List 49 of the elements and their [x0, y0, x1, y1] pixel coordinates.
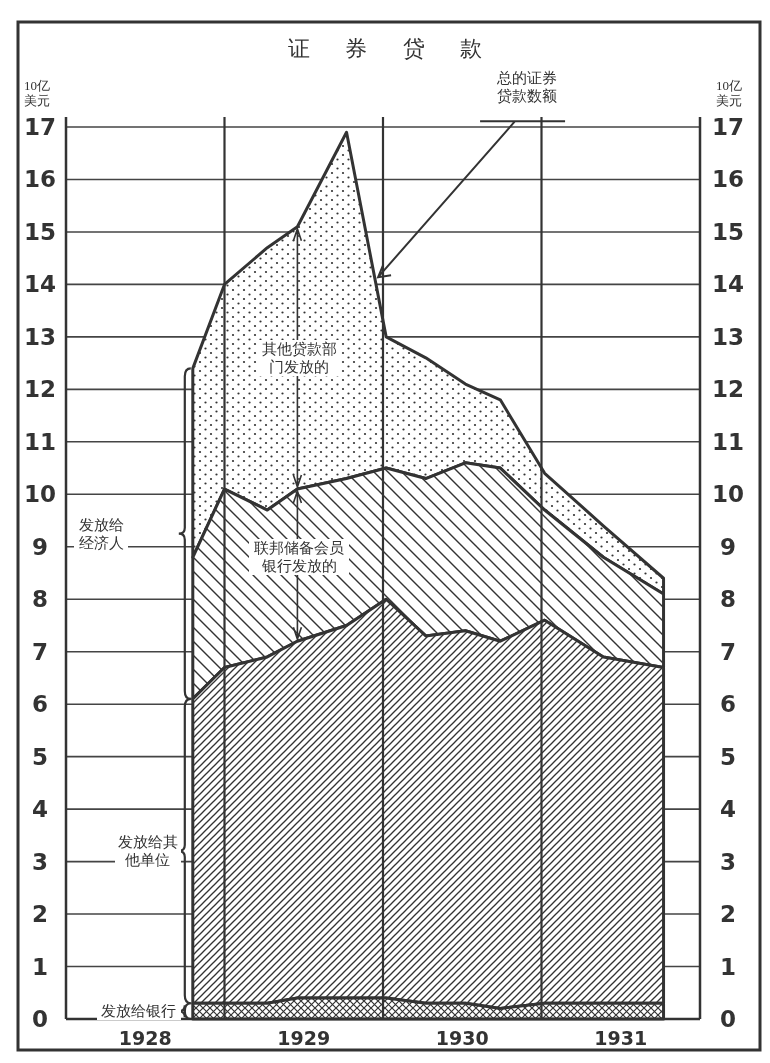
y2-tick-label: 8	[719, 586, 737, 613]
y-tick-label: 9	[31, 533, 49, 560]
y-tick-label: 12	[23, 376, 57, 403]
y2-tick-label: 10	[711, 481, 745, 508]
x-tick-label: 1928	[118, 1027, 172, 1049]
y2-tick-label: 12	[711, 376, 745, 403]
y2-tick-label: 13	[711, 323, 745, 350]
y-tick-label: 2	[31, 901, 49, 928]
y2-tick-label: 11	[711, 428, 745, 455]
y-axis-title: 10亿美元	[23, 78, 51, 108]
y2-tick-label: 17	[711, 114, 745, 140]
y-tick-label: 11	[23, 428, 57, 455]
y2-tick-label: 15	[711, 218, 745, 245]
y2-tick-label: 0	[719, 1006, 737, 1032]
x-tick-label: 1931	[594, 1027, 648, 1049]
y-tick-label: 6	[31, 691, 49, 718]
annotation: 总的证券贷款数额	[490, 69, 565, 106]
annotation: 发放给经济人	[74, 515, 128, 552]
chart-title: 证券贷款	[287, 35, 518, 63]
x-tick-label: 1930	[435, 1027, 489, 1049]
series-label: 其他贷款部门发放的	[257, 339, 342, 376]
y2-tick-label: 5	[719, 743, 737, 770]
y-tick-label: 14	[23, 271, 57, 298]
y2-tick-label: 3	[719, 848, 737, 875]
y2-tick-label: 2	[719, 901, 737, 928]
series-label: 发放给其他单位	[114, 833, 181, 870]
y2-tick-label: 14	[711, 271, 745, 298]
y-tick-label: 3	[31, 848, 49, 875]
y-tick-label: 10	[23, 481, 57, 508]
y-tick-label: 15	[23, 218, 57, 245]
y2-tick-label: 4	[719, 796, 737, 823]
y2-tick-label: 9	[719, 533, 737, 560]
y2-tick-label: 6	[719, 691, 737, 718]
y-tick-label: 5	[31, 743, 49, 770]
y2-tick-label: 16	[711, 166, 745, 193]
y-tick-label: 13	[23, 323, 57, 350]
y2-tick-label: 7	[719, 638, 737, 665]
y-tick-label: 7	[31, 638, 49, 665]
series-label: 发放给银行	[96, 1002, 181, 1021]
series-label: 联邦储备会员银行发放的	[249, 539, 350, 576]
y-tick-label: 8	[31, 586, 49, 613]
y2-tick-label: 1	[719, 953, 737, 980]
y-tick-label: 17	[23, 114, 57, 140]
x-tick-label: 1929	[277, 1027, 331, 1049]
y2-axis-title: 10亿美元	[715, 78, 743, 108]
y-tick-label: 1	[31, 953, 49, 980]
y-tick-label: 4	[31, 796, 49, 823]
y-tick-label: 16	[23, 166, 57, 193]
y-tick-label: 0	[31, 1006, 49, 1032]
